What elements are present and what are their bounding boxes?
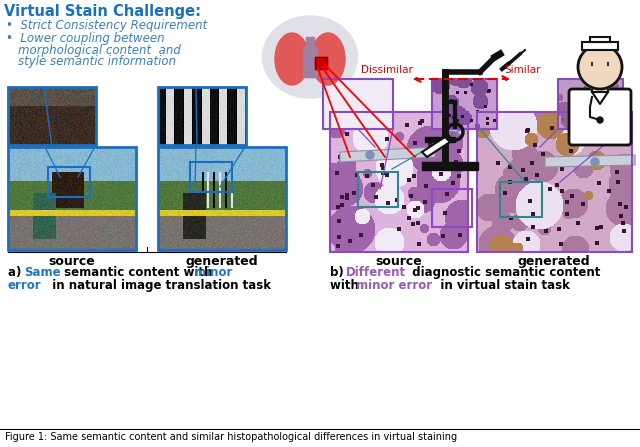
Polygon shape bbox=[545, 155, 635, 167]
Text: generated: generated bbox=[518, 255, 590, 268]
Text: Similar: Similar bbox=[505, 65, 541, 75]
Bar bbox=[590, 37, 610, 42]
Text: a): a) bbox=[8, 266, 26, 279]
Text: b): b) bbox=[330, 266, 348, 279]
FancyBboxPatch shape bbox=[569, 89, 631, 145]
Text: diagnostic semantic content: diagnostic semantic content bbox=[404, 266, 600, 279]
Bar bbox=[323, 79, 393, 129]
Bar bbox=[422, 162, 478, 170]
Bar bbox=[8, 87, 96, 145]
Text: Virtual Stain Challenge:: Virtual Stain Challenge: bbox=[4, 4, 201, 19]
Text: style semantic information: style semantic information bbox=[18, 55, 176, 68]
Text: generated: generated bbox=[186, 255, 259, 268]
Bar bbox=[306, 37, 314, 77]
Ellipse shape bbox=[311, 33, 345, 85]
Bar bbox=[432, 79, 497, 129]
Ellipse shape bbox=[275, 33, 309, 85]
Text: Same: Same bbox=[24, 266, 61, 279]
Polygon shape bbox=[340, 147, 435, 162]
Bar bbox=[158, 147, 286, 250]
Bar bbox=[477, 112, 632, 252]
Bar bbox=[48, 167, 90, 197]
Bar bbox=[303, 47, 309, 77]
Bar bbox=[8, 147, 136, 250]
Bar bbox=[330, 112, 468, 252]
Bar bbox=[190, 162, 232, 192]
Bar bbox=[592, 82, 608, 92]
Text: in virtual stain task: in virtual stain task bbox=[428, 279, 570, 292]
Text: in natural image translation task: in natural image translation task bbox=[44, 279, 271, 292]
Text: Figure 1: Same semantic content and similar histopathological differences in vir: Figure 1: Same semantic content and simi… bbox=[5, 432, 457, 442]
Bar bbox=[500, 182, 542, 217]
Text: semantic content with: semantic content with bbox=[60, 266, 216, 279]
Text: source: source bbox=[376, 255, 422, 268]
Circle shape bbox=[597, 117, 603, 123]
Text: morphological content  and: morphological content and bbox=[18, 44, 181, 57]
Circle shape bbox=[366, 151, 374, 159]
Bar bbox=[558, 79, 623, 129]
Bar bbox=[315, 57, 327, 69]
Bar bbox=[315, 57, 327, 69]
Text: minor error: minor error bbox=[356, 279, 432, 292]
Circle shape bbox=[578, 45, 622, 89]
Bar bbox=[582, 42, 618, 50]
Polygon shape bbox=[422, 137, 450, 157]
Bar bbox=[425, 137, 455, 142]
Bar bbox=[358, 172, 398, 207]
Text: Dissimilar: Dissimilar bbox=[361, 65, 413, 75]
Text: source: source bbox=[49, 255, 95, 268]
Bar bbox=[311, 47, 317, 77]
Text: •  Strict Consistency Requirement: • Strict Consistency Requirement bbox=[6, 19, 207, 32]
Ellipse shape bbox=[262, 16, 358, 98]
Text: with: with bbox=[330, 279, 363, 292]
Text: minor: minor bbox=[194, 266, 232, 279]
Bar bbox=[158, 87, 246, 145]
Text: •  Lower coupling between: • Lower coupling between bbox=[6, 32, 164, 45]
Bar bbox=[432, 189, 472, 227]
Circle shape bbox=[591, 158, 599, 166]
Text: Different: Different bbox=[346, 266, 406, 279]
Text: error: error bbox=[8, 279, 42, 292]
